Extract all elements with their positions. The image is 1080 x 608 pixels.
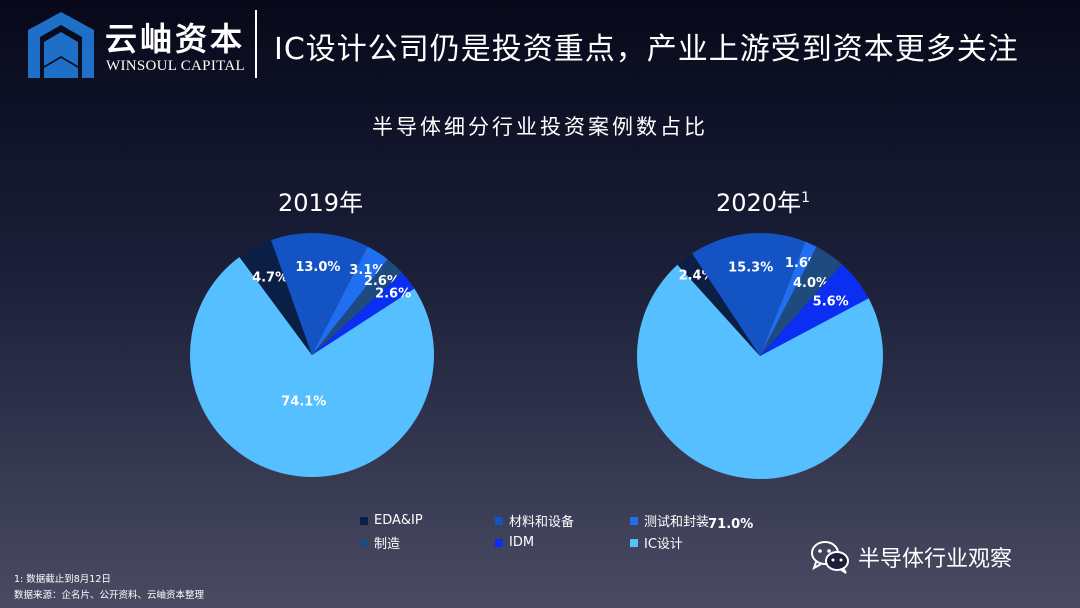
legend-item-idm: IDM bbox=[495, 534, 630, 551]
pie-data-label: 13.0% bbox=[295, 260, 340, 275]
pie-slice bbox=[760, 241, 817, 356]
pie-slice bbox=[692, 233, 806, 356]
chart-subtitle: 半导体细分行业投资案例数占比 bbox=[372, 115, 708, 139]
pie-data-label: 74.1% bbox=[281, 395, 326, 410]
wechat-account: 半导体行业观察 bbox=[810, 540, 1012, 574]
winsoul-logo-icon bbox=[28, 12, 94, 78]
wechat-account-name: 半导体行业观察 bbox=[858, 547, 1013, 572]
pie-2019-title: 2019年 bbox=[278, 189, 364, 217]
pie-data-label: 4.0% bbox=[793, 276, 829, 291]
pie-slice bbox=[312, 259, 403, 355]
pie-data-label: 2.6% bbox=[375, 286, 411, 301]
brand-name-cn: 云岫资本 bbox=[105, 20, 246, 58]
legend-swatch bbox=[630, 516, 638, 525]
footnote-marker: 1 bbox=[801, 190, 810, 206]
pie-slice bbox=[760, 264, 869, 356]
pie-slice bbox=[271, 232, 368, 355]
legend-item-ic-design: IC设计 bbox=[630, 534, 765, 552]
header-divider bbox=[255, 10, 257, 78]
brand-name-en: WINSOUL CAPITAL bbox=[106, 58, 245, 74]
chart-legend: EDA&IP 材料和设备 测试和封装 制造 IDM IC设计 bbox=[360, 512, 765, 552]
legend-swatch bbox=[495, 516, 503, 525]
page-headline: IC设计公司仍是投资重点，产业上游受到资本更多关注 bbox=[274, 32, 1019, 67]
pie-data-label: 71.0% bbox=[708, 517, 753, 532]
wechat-icon bbox=[811, 541, 849, 574]
pie-slice bbox=[312, 272, 415, 355]
footnotes: 1: 数据截止到8月12日 数据来源：企名片、公开资料、云岫资本整理 bbox=[14, 572, 204, 604]
legend-swatch bbox=[495, 538, 503, 547]
pie-data-label: 4.7% bbox=[252, 270, 288, 285]
pie-slice bbox=[637, 264, 884, 480]
pie-slice bbox=[312, 246, 388, 355]
pie-2020-title: 2020年1 bbox=[716, 189, 810, 217]
legend-item-materials-equipment: 材料和设备 bbox=[495, 512, 630, 530]
legend-swatch bbox=[360, 538, 368, 547]
legend-item-eda-ip: EDA&IP bbox=[360, 512, 495, 529]
pie-slice bbox=[760, 246, 843, 356]
pie-slice bbox=[239, 240, 312, 355]
footnote-date: 1: 数据截止到8月12日 bbox=[14, 574, 111, 585]
pie-data-label: 5.6% bbox=[813, 295, 849, 310]
pie-data-label: 15.3% bbox=[728, 261, 773, 276]
legend-item-testing-packaging: 测试和封装 bbox=[630, 512, 765, 530]
footnote-source: 数据来源：企名片、公开资料、云岫资本整理 bbox=[14, 590, 205, 601]
pie-slice bbox=[677, 253, 760, 356]
pie-slice bbox=[190, 256, 435, 477]
legend-item-manufacturing: 制造 bbox=[360, 534, 495, 552]
legend-swatch bbox=[630, 538, 638, 547]
legend-swatch bbox=[360, 516, 368, 525]
